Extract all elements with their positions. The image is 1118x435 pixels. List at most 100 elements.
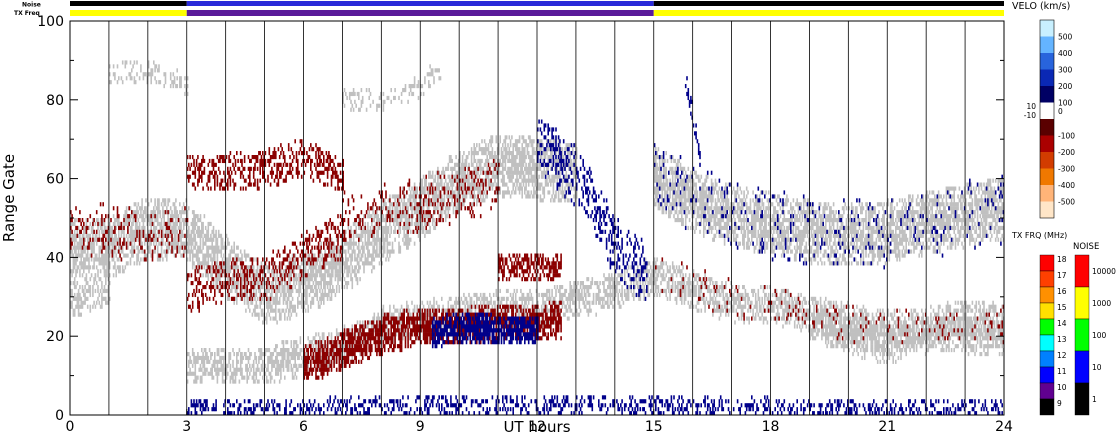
data-cell — [134, 233, 137, 238]
data-cell — [783, 229, 786, 234]
data-cell — [450, 158, 452, 164]
data-cell — [518, 158, 521, 164]
data-cell — [470, 178, 473, 183]
data-cell — [834, 241, 836, 246]
data-cell — [836, 257, 839, 262]
data-cell — [387, 229, 390, 234]
data-cell — [684, 202, 687, 207]
data-cell — [666, 190, 669, 195]
data-cell — [507, 151, 509, 156]
data-cell — [356, 221, 359, 227]
data-cell — [390, 249, 392, 254]
data-cell — [189, 241, 191, 246]
data-cell — [674, 202, 677, 207]
data-cell — [273, 265, 276, 270]
data-cell — [463, 151, 465, 156]
data-cell — [790, 202, 792, 207]
data-cell — [744, 218, 747, 223]
data-cell — [377, 233, 379, 238]
data-cell — [153, 210, 155, 215]
data-cell — [73, 218, 76, 223]
data-cell — [756, 210, 758, 215]
data-cell — [550, 198, 552, 203]
data-cell — [132, 237, 134, 242]
data-cell — [203, 265, 206, 270]
data-cell — [499, 186, 501, 191]
data-cell — [552, 190, 555, 195]
data-cell — [234, 285, 237, 290]
data-cell — [403, 229, 405, 234]
data-cell — [129, 249, 132, 254]
data-cell — [841, 253, 844, 258]
data-cell — [540, 182, 543, 187]
data-cell — [298, 285, 300, 290]
data-cell — [722, 190, 725, 195]
data-cell — [705, 202, 708, 207]
data-cell — [72, 233, 75, 238]
data-cell — [404, 241, 407, 246]
data-cell — [153, 237, 155, 242]
data-cell — [98, 221, 101, 227]
data-cell — [470, 158, 473, 164]
data-cell — [408, 198, 411, 203]
data-cell — [681, 182, 683, 187]
data-cell — [255, 281, 258, 286]
data-cell — [317, 285, 320, 290]
data-cell — [544, 155, 547, 160]
data-cell — [133, 202, 136, 207]
data-cell — [330, 249, 333, 254]
data-cell — [358, 261, 360, 266]
data-cell — [216, 253, 219, 258]
data-cell — [307, 261, 309, 266]
data-cell — [425, 221, 427, 227]
data-cell — [328, 269, 330, 274]
data-cell — [140, 237, 142, 242]
data-cell — [797, 225, 800, 231]
data-cell — [163, 249, 165, 254]
data-cell — [214, 233, 216, 238]
data-cell — [666, 202, 669, 207]
data-cell — [256, 304, 259, 309]
data-cell — [482, 194, 485, 199]
data-cell — [539, 151, 542, 156]
data-cell — [507, 158, 509, 164]
data-cell — [740, 221, 743, 227]
data-cell — [84, 229, 86, 234]
data-cell — [101, 281, 103, 286]
data-cell — [118, 233, 120, 238]
data-cell — [106, 269, 108, 274]
data-cell — [93, 265, 95, 270]
data-cell — [137, 257, 140, 262]
data-cell — [848, 218, 850, 223]
data-cell — [394, 225, 396, 231]
data-cell — [383, 225, 386, 231]
data-cell — [502, 151, 504, 156]
data-cell — [769, 221, 771, 227]
data-cell — [736, 225, 739, 231]
data-cell — [409, 194, 412, 199]
data-cell — [664, 194, 666, 199]
data-cell — [744, 229, 747, 234]
data-cell — [175, 221, 177, 227]
data-cell — [193, 233, 195, 238]
data-cell — [76, 296, 79, 301]
data-cell — [767, 198, 770, 203]
data-cell — [660, 178, 662, 183]
data-cell — [220, 233, 223, 238]
data-cell — [307, 285, 309, 290]
data-cell — [236, 292, 238, 298]
data-cell — [374, 241, 377, 246]
data-cell — [518, 147, 521, 152]
data-cell — [381, 245, 383, 250]
data-cell — [303, 265, 306, 270]
data-cell — [734, 218, 736, 223]
data-cell — [812, 253, 814, 258]
data-cell — [813, 229, 815, 234]
data-cell — [533, 194, 535, 199]
data-cell — [739, 218, 741, 223]
data-cell — [548, 147, 551, 152]
data-cell — [299, 285, 302, 290]
data-cell — [799, 229, 801, 234]
data-cell — [686, 198, 688, 203]
data-cell — [409, 190, 412, 195]
